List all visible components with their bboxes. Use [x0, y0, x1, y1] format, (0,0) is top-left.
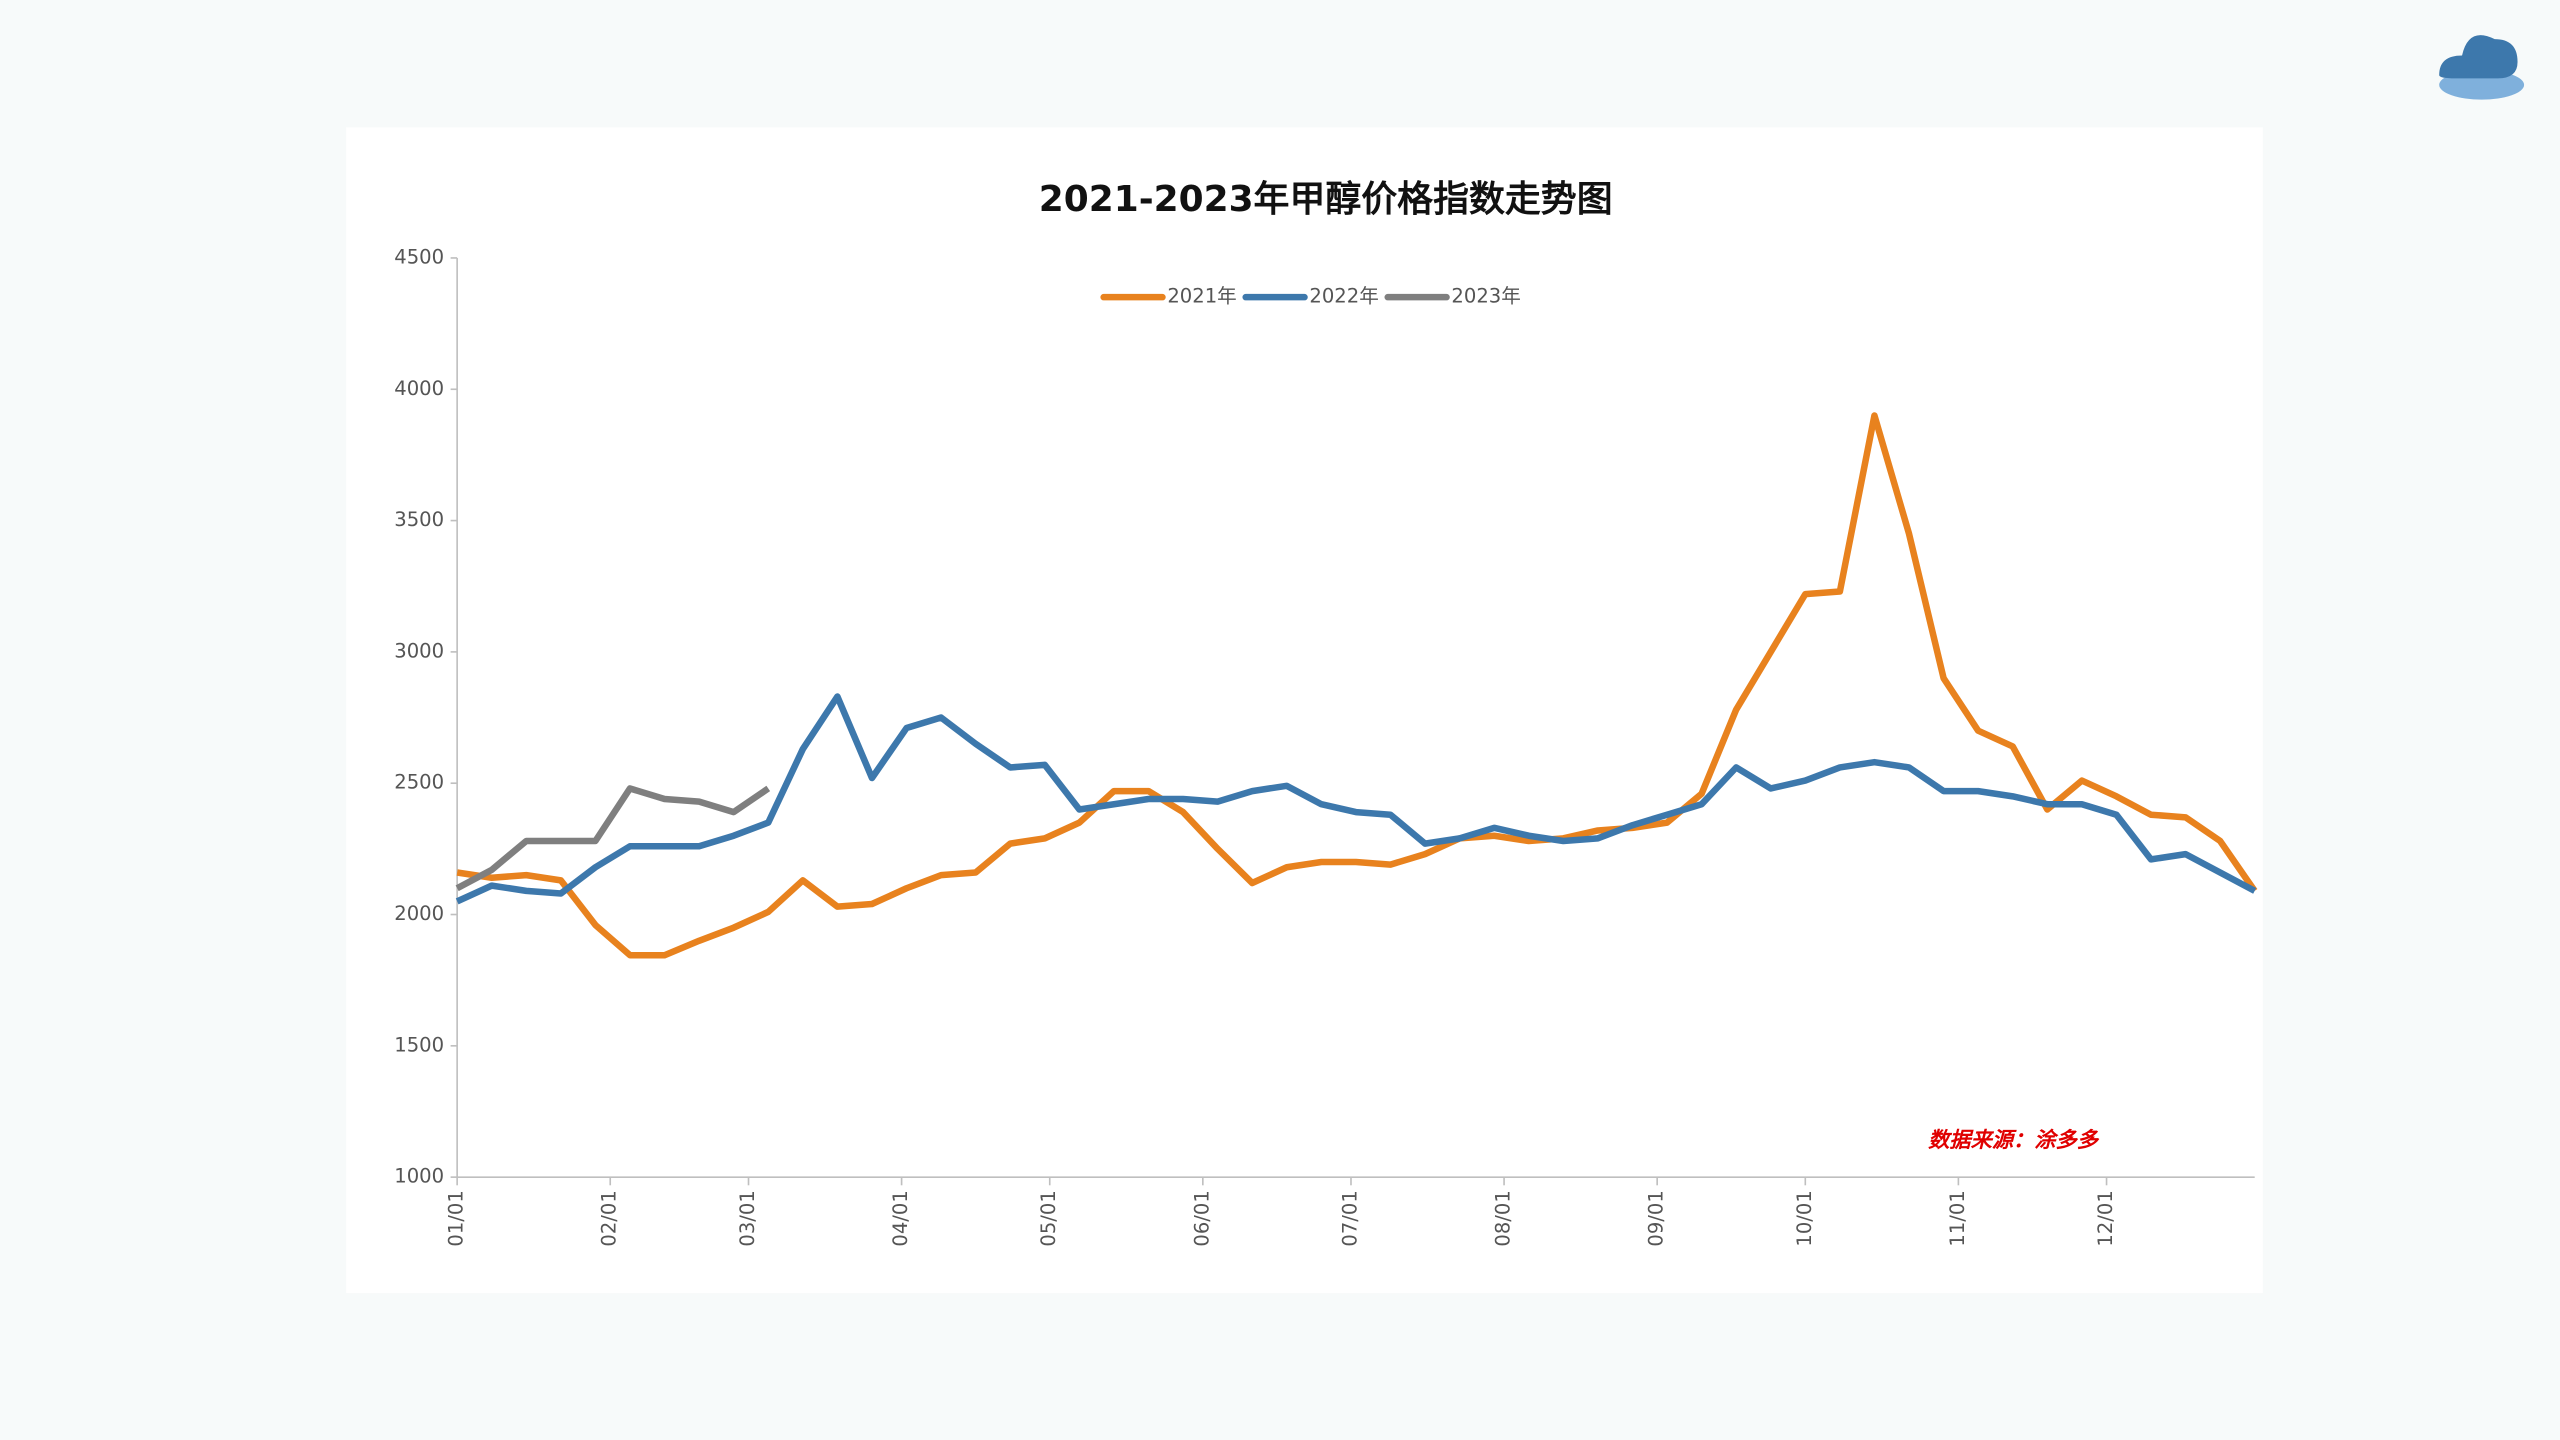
y-tick-label: 1000 [394, 1165, 444, 1188]
y-tick-label: 2500 [394, 771, 444, 794]
chart-title: 2021-2023年甲醇价格指数走势图 [1039, 179, 1613, 220]
y-tick-label: 4000 [394, 377, 444, 400]
x-tick-label: 06/01 [1190, 1190, 1213, 1246]
chart-panel [346, 127, 2263, 1294]
x-tick-label: 01/01 [445, 1190, 468, 1246]
x-tick-label: 09/01 [1645, 1190, 1668, 1246]
y-tick-label: 3500 [394, 508, 444, 531]
x-tick-label: 02/01 [598, 1190, 621, 1246]
y-tick-label: 2000 [394, 902, 444, 925]
series-line [455, 785, 771, 892]
x-tick-label: 12/01 [2094, 1190, 2117, 1246]
legend-label: 2022年 [1309, 285, 1378, 308]
logo [2439, 35, 2525, 100]
x-tick-label: 04/01 [889, 1190, 912, 1246]
x-tick-label: 03/01 [736, 1190, 759, 1246]
x-tick-label: 08/01 [1492, 1190, 1515, 1246]
x-tick-label: 11/01 [1946, 1190, 1969, 1246]
legend-label: 2021年 [1167, 285, 1236, 308]
y-tick-label: 4500 [394, 245, 444, 268]
x-tick-label: 07/01 [1338, 1190, 1361, 1246]
source-note: 数据来源：涂多多 [1928, 1128, 2100, 1153]
y-tick-label: 3000 [394, 639, 444, 662]
series-line [456, 412, 2258, 959]
x-tick-label: 10/01 [1793, 1190, 1816, 1246]
x-tick-label: 05/01 [1037, 1190, 1060, 1246]
y-tick-label: 1500 [394, 1033, 444, 1056]
legend-label: 2023年 [1451, 285, 1520, 308]
series-line [455, 693, 2257, 905]
